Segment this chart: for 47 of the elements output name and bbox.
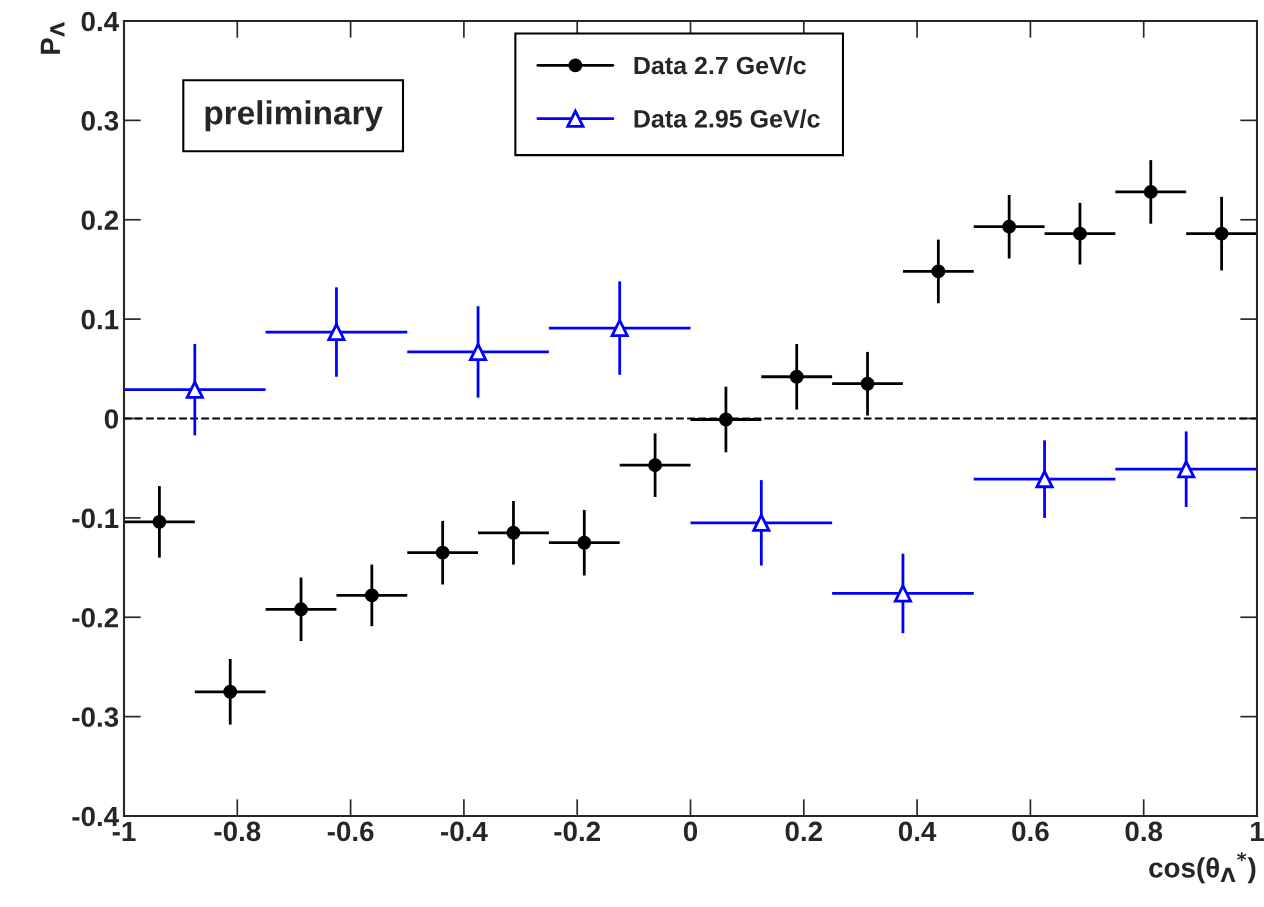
x-tick-label: -0.2 [554,821,601,842]
point [1035,470,1054,489]
point [294,602,308,617]
point [1073,226,1087,241]
x-tick-label: -0.6 [327,821,374,842]
legend-label: Data 2.7 GeV/c [634,56,806,75]
x-tick-label: 1 [1251,821,1264,841]
x-tick-label: 0.6 [1012,821,1049,842]
y-tick-label: 0 [104,409,118,429]
point [1002,219,1017,234]
point [1143,184,1158,199]
y-tick-label: 0.4 [81,11,119,32]
point [327,323,346,342]
point [506,525,521,540]
y-tick-label: 0.3 [81,111,119,131]
x-tick-label: -0.4 [441,821,488,842]
point [469,342,488,361]
point [752,513,771,532]
y-axis-title: P$_{Λ}$ [40,21,65,54]
point [435,545,450,560]
point [577,535,592,550]
x-tick-label: 0.8 [1125,821,1163,842]
y-tick-label: 0.2 [81,210,119,231]
point [931,264,946,279]
point [718,412,733,427]
x-tick-label: 0.4 [898,821,937,842]
x-tick-label: 0 [683,821,698,842]
x-tick-label: -0.8 [214,821,261,842]
point [860,376,875,391]
y-tick-label: 0.1 [81,309,119,330]
point [610,319,629,338]
point [1214,226,1229,241]
y-tick-label: -0.3 [72,707,119,727]
annotation: preliminary [205,100,383,132]
point [364,588,379,603]
point [893,584,912,603]
y-tick-label: -0.1 [72,508,119,529]
point [223,684,238,699]
legend-label: Data 2.95 GeV/c [634,109,820,128]
y-tick-label: -0.2 [72,607,119,628]
point [185,380,204,399]
point [789,369,804,384]
x-axis-title: cos(θ$_{Λ}$$^{*}$) [1149,852,1256,884]
x-tick-label: 0.2 [785,821,822,842]
point [152,514,167,529]
point [1177,460,1196,479]
point [648,458,663,473]
